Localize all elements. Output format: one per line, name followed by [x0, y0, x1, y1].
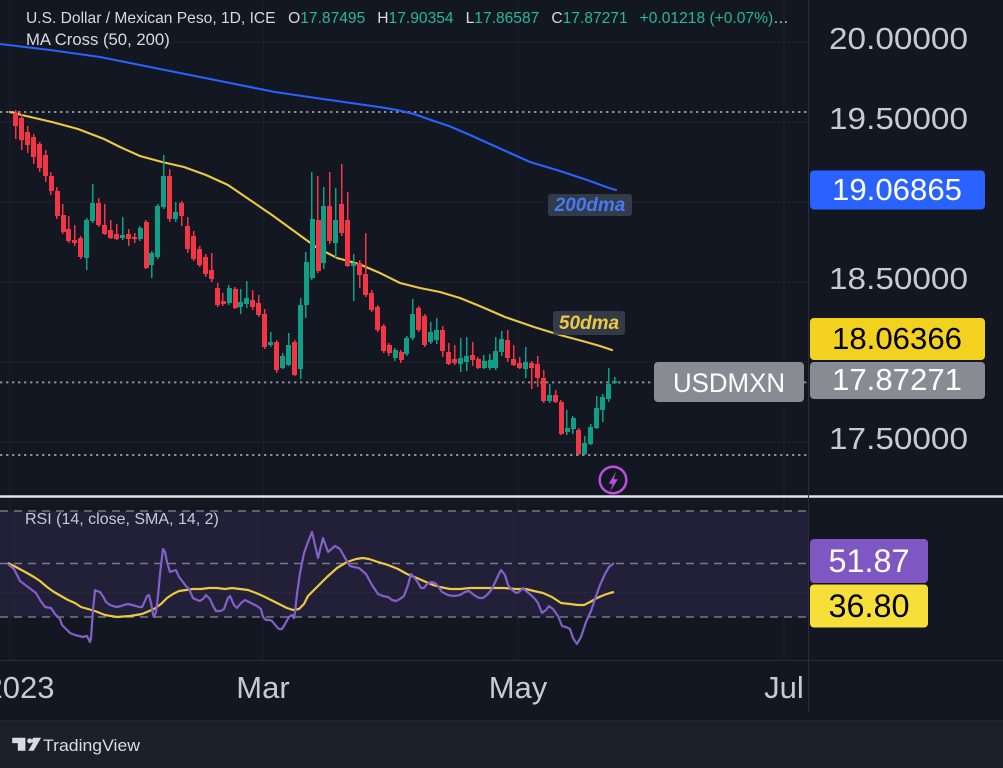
svg-text:19.50000: 19.50000: [829, 101, 968, 136]
svg-text:USDMXN: USDMXN: [673, 368, 785, 398]
svg-text:200dma: 200dma: [554, 195, 626, 216]
svg-text:U.S. Dollar / Mexican Peso, 1D: U.S. Dollar / Mexican Peso, 1D, ICE O17.8…: [26, 10, 789, 27]
svg-text:18.50000: 18.50000: [829, 261, 968, 296]
svg-text:Mar: Mar: [236, 670, 289, 705]
svg-text:TradingView: TradingView: [43, 737, 140, 755]
svg-text:MA Cross (50, 200): MA Cross (50, 200): [26, 30, 170, 49]
svg-text:20.00000: 20.00000: [829, 21, 968, 56]
svg-text:Jul: Jul: [764, 670, 804, 705]
svg-text:36.80: 36.80: [829, 588, 910, 624]
svg-text:51.87: 51.87: [829, 543, 910, 579]
svg-text:19.06865: 19.06865: [832, 172, 962, 207]
svg-text:17.50000: 17.50000: [829, 421, 968, 456]
svg-text:18.06366: 18.06366: [832, 321, 962, 356]
svg-text:50dma: 50dma: [559, 313, 620, 334]
svg-text:17.87271: 17.87271: [832, 362, 962, 397]
svg-text:May: May: [489, 670, 548, 705]
svg-text:2023: 2023: [0, 670, 54, 705]
svg-text:RSI (14, close, SMA, 14, 2): RSI (14, close, SMA, 14, 2): [25, 511, 219, 528]
